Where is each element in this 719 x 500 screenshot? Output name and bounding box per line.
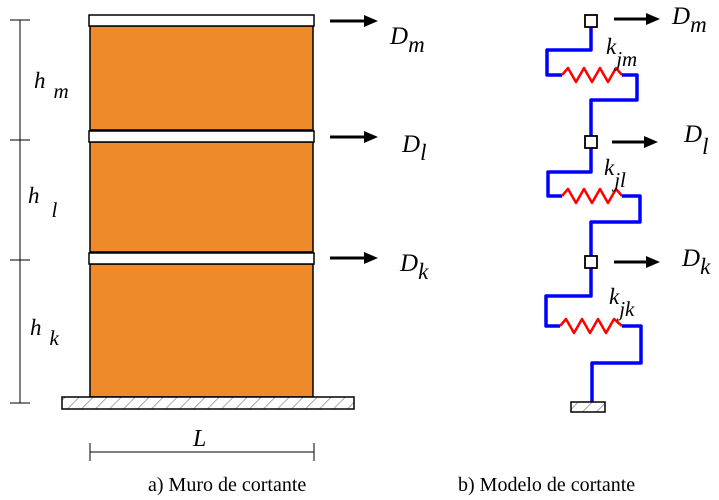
link-segment-k: [544, 268, 643, 402]
model-support: [570, 401, 606, 413]
model-force-arrow-m: [614, 13, 660, 25]
shear-model-panel: Dm Dl Dk kjm kjl kjk b) Modelo de cortan…: [458, 3, 711, 496]
link-segment-m: [545, 27, 639, 136]
spring-label-jm: kjm: [606, 34, 637, 71]
link-segment-l: [546, 148, 642, 256]
wall-block-middle: [89, 141, 314, 253]
floor-slab-m: [88, 14, 315, 27]
node-l: [584, 135, 598, 149]
force-arrow-k: [330, 252, 378, 264]
caption-right: b) Modelo de cortante: [458, 474, 635, 496]
force-arrow-m: [330, 15, 378, 27]
node-m: [584, 14, 598, 28]
height-label-l: hl: [28, 183, 58, 222]
caption-left: a) Muro de cortante: [148, 474, 306, 496]
model-force-arrow-k: [614, 256, 660, 268]
force-label-l: Dl: [401, 131, 426, 165]
force-label-m: Dm: [389, 23, 425, 57]
node-k: [584, 255, 598, 269]
model-force-label-m: Dm: [671, 3, 707, 37]
spring-label-jl: kjl: [604, 155, 626, 192]
floor-slab-l: [88, 130, 315, 143]
force-label-k: Dk: [399, 250, 429, 284]
model-force-arrow-l: [612, 136, 658, 148]
model-force-label-l: Dl: [683, 121, 708, 159]
wall-block-bottom: [89, 263, 314, 398]
ground-base: [61, 396, 355, 410]
floor-slab-k: [88, 252, 315, 265]
model-force-label-k: Dk: [681, 245, 711, 279]
length-label: L: [192, 426, 206, 452]
wall-block-top: [89, 25, 314, 131]
spring-label-jk: kjk: [609, 284, 635, 321]
force-arrow-l: [330, 131, 378, 143]
